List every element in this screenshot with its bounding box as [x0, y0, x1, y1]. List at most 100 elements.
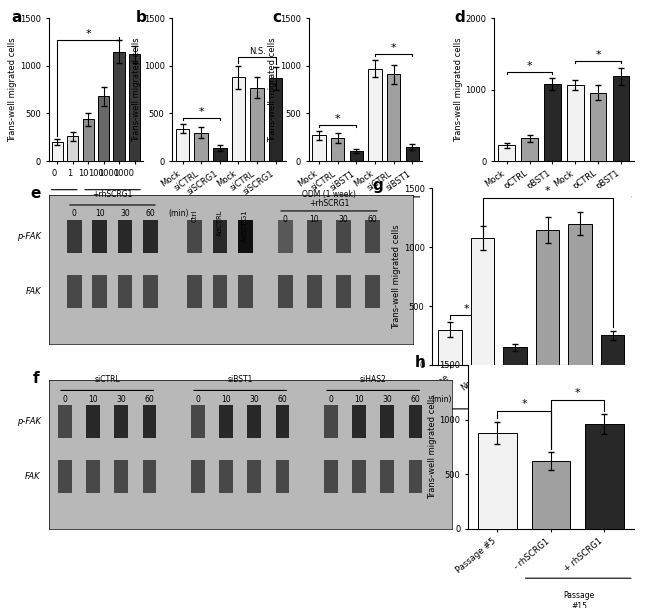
Text: *: * [85, 29, 91, 39]
Bar [409, 460, 423, 493]
Bar [213, 148, 226, 161]
Text: f: f [32, 371, 39, 386]
Text: + rhSCRG1: + rhSCRG1 [508, 423, 555, 432]
Text: siHAS2: siHAS2 [360, 376, 387, 384]
Bar [58, 406, 72, 438]
Bar [232, 77, 245, 161]
Text: rhSCRG1: rhSCRG1 [77, 218, 114, 227]
Bar [213, 220, 227, 253]
Text: 60: 60 [144, 395, 155, 404]
Bar [278, 275, 292, 308]
Y-axis label: Trans-well migrated cells: Trans-well migrated cells [392, 224, 401, 329]
Text: 30: 30 [382, 395, 392, 404]
Text: + rhSCRG1: + rhSCRG1 [342, 209, 389, 217]
Bar [613, 76, 629, 161]
Bar [312, 136, 326, 161]
Text: *: * [335, 114, 341, 124]
Text: *: * [521, 399, 527, 409]
Bar [176, 129, 189, 161]
Bar [86, 406, 100, 438]
Bar [67, 136, 78, 161]
Text: +rhSCRG1: +rhSCRG1 [92, 190, 133, 199]
Bar [409, 406, 423, 438]
Bar [248, 406, 261, 438]
Bar [352, 406, 366, 438]
Text: h: h [415, 355, 426, 370]
Bar [248, 460, 261, 493]
Text: Upper: Upper [99, 201, 125, 210]
Bar [58, 460, 72, 493]
Text: 30: 30 [250, 395, 259, 404]
Text: 0: 0 [196, 395, 200, 404]
Bar [387, 74, 400, 161]
Bar [191, 460, 205, 493]
Text: Lower: Lower [52, 201, 77, 210]
Bar [187, 220, 202, 253]
Text: *: * [595, 50, 601, 60]
Bar [142, 460, 157, 493]
Bar [276, 460, 289, 493]
Bar [544, 84, 561, 161]
Text: AdCTRL: AdCTRL [217, 209, 223, 236]
Text: 10: 10 [88, 395, 98, 404]
Text: 10: 10 [221, 395, 231, 404]
Bar [307, 275, 322, 308]
Bar [191, 406, 205, 438]
Bar [86, 460, 100, 493]
Bar [499, 145, 515, 161]
Bar [590, 92, 606, 161]
Bar [269, 78, 283, 161]
Bar [276, 406, 289, 438]
Bar [144, 220, 158, 253]
Bar [503, 347, 527, 365]
Bar [331, 138, 345, 161]
Text: 60: 60 [411, 395, 421, 404]
Bar [114, 460, 128, 493]
Bar [238, 275, 253, 308]
Bar [92, 220, 107, 253]
Bar [118, 220, 133, 253]
Bar [219, 406, 233, 438]
Text: 0: 0 [283, 215, 288, 224]
Bar [67, 275, 81, 308]
Text: FAK: FAK [26, 287, 42, 296]
Bar [118, 275, 133, 308]
Text: + rhSCRG1: + rhSCRG1 [540, 209, 588, 217]
Text: + rhSCRG1: + rhSCRG1 [205, 209, 253, 217]
Bar [568, 224, 592, 365]
Text: 0: 0 [72, 209, 77, 218]
Text: 60: 60 [278, 395, 287, 404]
Bar [278, 220, 292, 253]
Bar [369, 69, 382, 161]
Text: FAK: FAK [25, 472, 41, 482]
Text: *: * [463, 303, 469, 314]
Text: (min): (min) [432, 395, 452, 404]
Text: *: * [526, 61, 532, 71]
Text: b: b [136, 10, 147, 25]
Bar [250, 88, 264, 161]
Text: 10: 10 [354, 395, 364, 404]
Text: g: g [373, 178, 384, 193]
Bar [336, 275, 351, 308]
Text: *: * [545, 186, 551, 196]
Text: N.S.: N.S. [249, 47, 266, 57]
Text: 10: 10 [309, 215, 319, 224]
Text: d: d [455, 10, 465, 25]
Y-axis label: Trans-well migrated cells: Trans-well migrated cells [454, 37, 463, 142]
Bar [471, 238, 494, 365]
Bar [567, 85, 584, 161]
Text: e: e [31, 185, 41, 201]
Text: 30: 30 [339, 215, 348, 224]
Text: AdSCRG1: AdSCRG1 [242, 209, 248, 242]
Bar [219, 460, 233, 493]
Text: p-FAK: p-FAK [17, 417, 41, 426]
Text: 10: 10 [95, 209, 105, 218]
Bar [406, 147, 419, 161]
Text: 30: 30 [116, 395, 126, 404]
Bar [67, 220, 81, 253]
Bar [114, 406, 128, 438]
Text: *: * [198, 107, 204, 117]
Bar [478, 433, 517, 529]
Bar [114, 52, 125, 161]
Text: ODM (1 week): ODM (1 week) [302, 190, 356, 199]
